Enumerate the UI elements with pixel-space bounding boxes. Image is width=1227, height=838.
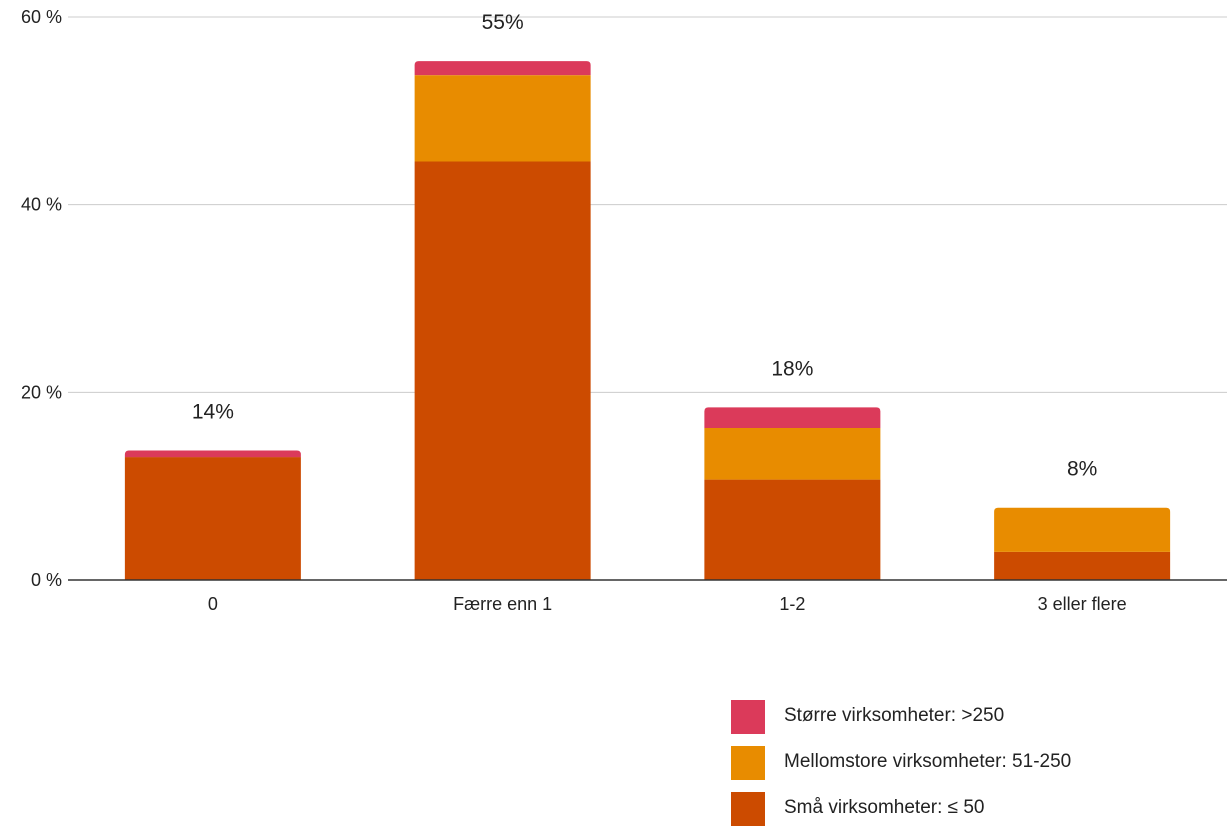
legend-label-small: Små virksomheter: ≤ 50	[784, 797, 985, 818]
x-category-label: 1-2	[779, 594, 805, 614]
bar-total-label: 8%	[1067, 458, 1097, 481]
y-tick-label: 0 %	[31, 570, 62, 590]
bar-segment	[704, 427, 881, 480]
legend-swatch-medium	[731, 746, 765, 780]
y-tick-label: 40 %	[21, 195, 62, 215]
bar-segment	[124, 450, 301, 458]
bar-segment	[124, 457, 301, 580]
x-category-label: Færre enn 1	[453, 594, 552, 614]
legend-label-medium: Mellomstore virksomheter: 51-250	[784, 751, 1072, 772]
bar-stack	[704, 407, 881, 580]
legend-label-large: Større virksomheter: >250	[784, 705, 1005, 726]
bar-stack	[414, 61, 591, 580]
gridlines	[68, 16, 1227, 393]
bar-segment	[994, 551, 1171, 580]
bar-segment	[994, 507, 1171, 552]
x-category-label: 0	[208, 594, 218, 614]
x-category-label: 3 eller flere	[1038, 594, 1127, 614]
bar-stack	[124, 450, 301, 580]
y-tick-label: 20 %	[21, 382, 62, 402]
legend-swatch-large	[731, 700, 765, 734]
y-axis-ticks: 0 % 20 % 40 % 60 %	[21, 7, 62, 590]
bar-total-label: 14%	[192, 401, 234, 424]
bars	[124, 61, 1171, 580]
legend-swatch-small	[731, 792, 765, 826]
stacked-bar-chart: 0 % 20 % 40 % 60 % 0 Færre enn 1 1-2 3 eller f…	[21, 7, 1227, 614]
bar-stack	[994, 507, 1171, 580]
y-tick-label: 60 %	[21, 7, 62, 27]
bar-segment	[414, 61, 591, 76]
bar-segment	[414, 75, 591, 162]
bar-segment	[414, 161, 591, 580]
bar-total-label: 55%	[482, 11, 524, 34]
x-axis-labels: 0 Færre enn 1 1-2 3 eller flere	[208, 594, 1127, 614]
bar-segment	[704, 479, 881, 580]
total-labels: 14% 55% 18% 8%	[192, 11, 1097, 481]
bar-segment	[704, 407, 881, 428]
bar-total-label: 18%	[771, 357, 813, 380]
